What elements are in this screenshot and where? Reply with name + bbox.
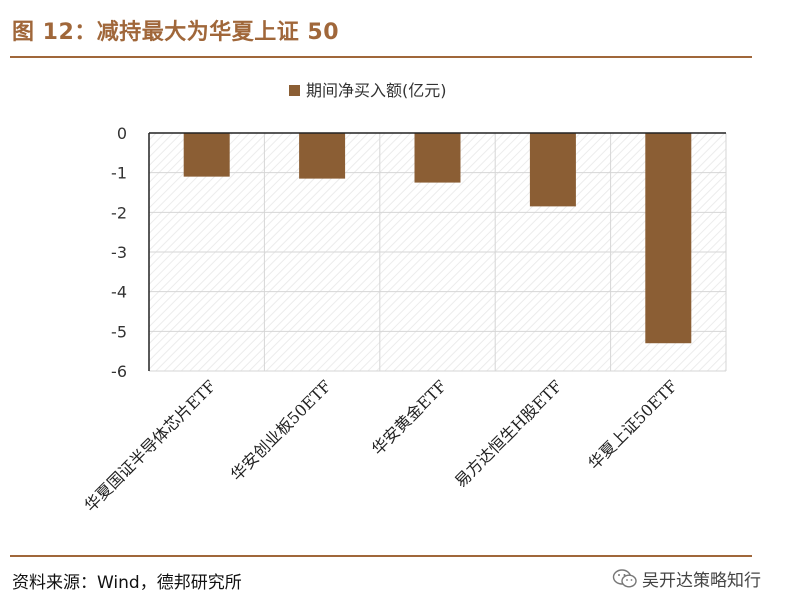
watermark: 吴开达策略知行 [612, 566, 761, 591]
y-tick-label: -1 [111, 164, 127, 183]
legend-swatch [289, 85, 300, 96]
y-tick-labels: 0 -1 -2 -3 -4 -5 -6 [111, 124, 127, 381]
legend: 期间净买入额(亿元) [289, 81, 447, 100]
y-tick-label: -3 [111, 243, 127, 262]
x-category-labels: 华夏国证半导体芯片ETF 华安创业板50ETF 华安黄金ETF 易方达恒生H股ETF 华… [81, 376, 682, 515]
bar-chart: 0 -1 -2 -3 -4 -5 -6 华夏国证半导体芯片ETF 华安创业板50ETF 华安黄金… [81, 81, 727, 515]
axes [148, 132, 726, 371]
source-note: 资料来源：Wind，德邦研究所 [12, 573, 242, 593]
gridlines [149, 133, 727, 372]
y-tick-label: -4 [111, 283, 127, 302]
wechat-icon [612, 568, 637, 588]
figure-title: 图 12：减持最大为华夏上证 50 [12, 20, 340, 45]
x-category-label: 华夏上证50ETF [584, 376, 681, 473]
x-category-label: 易方达恒生H股ETF [451, 376, 566, 491]
x-category-label: 华安黄金ETF [368, 376, 450, 458]
y-tick-label: -5 [111, 322, 127, 341]
bars [183, 133, 692, 344]
bar [414, 133, 461, 183]
footer-rule [10, 555, 752, 557]
watermark-text: 吴开达策略知行 [642, 571, 761, 591]
x-category-label: 华夏国证半导体芯片ETF [81, 376, 220, 515]
x-category-label: 华安创业板50ETF [227, 376, 335, 484]
bar [645, 133, 692, 344]
legend-label: 期间净买入额(亿元) [306, 81, 447, 100]
bar [529, 133, 576, 207]
y-tick-label: -2 [111, 203, 127, 222]
bar [299, 133, 346, 179]
bar [183, 133, 230, 177]
title-rule [10, 56, 752, 58]
y-tick-label: 0 [117, 124, 127, 143]
y-tick-label: -6 [111, 362, 127, 381]
